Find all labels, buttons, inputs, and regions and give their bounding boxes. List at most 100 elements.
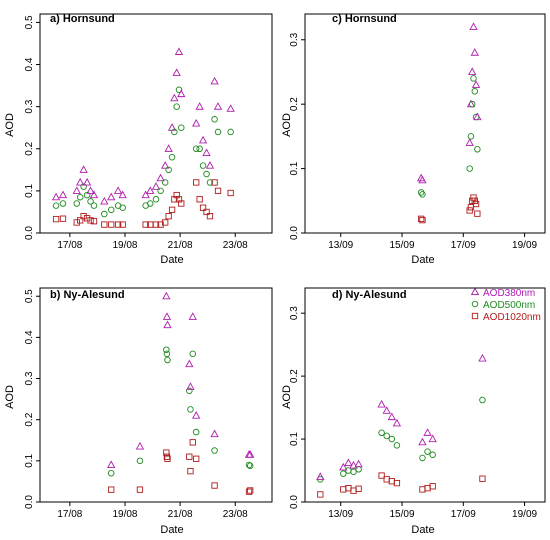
- point-aod380: [113, 186, 123, 194]
- point-aod500: [424, 448, 431, 455]
- point-aod1020: [419, 486, 426, 493]
- point-aod380: [354, 459, 363, 468]
- point-aod1020: [470, 194, 477, 201]
- point-aod500: [467, 133, 475, 140]
- point-aod500: [468, 100, 476, 108]
- point-aod500: [83, 191, 91, 199]
- y-tick-label: 0.5: [24, 15, 35, 29]
- point-aod500: [186, 387, 193, 395]
- point-aod1020: [424, 485, 431, 492]
- point-aod1020: [193, 179, 200, 186]
- point-aod1020: [340, 486, 347, 493]
- point-aod380: [468, 67, 477, 76]
- point-aod380: [387, 412, 396, 421]
- point-aod380: [170, 93, 179, 102]
- point-aod500: [76, 193, 84, 201]
- point-aod1020: [466, 207, 473, 214]
- x-tick-label: 17/08: [57, 240, 82, 251]
- x-tick-label: 17/09: [451, 509, 476, 520]
- x-tick-label: 21/08: [168, 240, 193, 251]
- point-aod380: [100, 196, 109, 205]
- legend-symbol-aod380: [470, 287, 480, 296]
- point-aod380: [82, 177, 92, 186]
- x-tick-label: 21/08: [168, 509, 193, 520]
- point-aod380: [210, 429, 219, 438]
- point-aod380: [185, 359, 194, 368]
- y-tick-label: 0.0: [289, 495, 300, 509]
- point-aod1020: [474, 210, 481, 217]
- panel-c-ylabel: AOD: [281, 113, 293, 137]
- point-aod380: [210, 76, 219, 85]
- point-aod1020: [77, 217, 84, 224]
- point-aod1020: [83, 215, 91, 222]
- y-tick-label: 0.3: [289, 306, 300, 320]
- point-aod500: [152, 196, 160, 203]
- point-aod380: [198, 135, 208, 144]
- plot-frame: [39, 13, 273, 234]
- panel-c-xlabel: Date: [411, 254, 434, 266]
- point-aod1020: [59, 215, 67, 222]
- x-tick-label: 15/09: [390, 509, 415, 520]
- point-aod1020: [206, 213, 214, 220]
- point-aod1020: [186, 453, 193, 460]
- point-aod1020: [162, 219, 169, 226]
- y-tick-label: 0.0: [289, 226, 300, 240]
- point-aod1020: [317, 491, 324, 498]
- point-aod500: [340, 470, 347, 477]
- point-aod1020: [108, 486, 115, 493]
- y-tick-label: 0.2: [24, 141, 35, 155]
- point-aod380: [135, 441, 145, 450]
- point-aod1020: [214, 187, 222, 195]
- point-aod1020: [90, 218, 98, 225]
- panel-a-xlabel: Date: [160, 254, 183, 266]
- point-aod380: [86, 186, 95, 194]
- y-tick-label: 0.2: [289, 97, 300, 111]
- point-aod500: [59, 200, 67, 207]
- legend-label-aod380: AOD380nm: [483, 288, 535, 299]
- point-aod500: [107, 469, 115, 477]
- point-aod380: [174, 47, 184, 55]
- x-tick-label: 15/09: [390, 240, 415, 251]
- point-aod380: [418, 437, 427, 446]
- point-aod1020: [196, 196, 203, 203]
- x-tick-label: 19/09: [512, 240, 537, 251]
- legend-label-aod1020: AOD1020nm: [483, 312, 541, 323]
- point-aod500: [196, 145, 203, 153]
- point-aod380: [161, 161, 170, 169]
- point-aod380: [418, 175, 427, 184]
- x-tick-label: 19/08: [112, 240, 137, 251]
- panel-c-title: c) Hornsund: [332, 13, 397, 25]
- point-aod380: [428, 434, 437, 443]
- point-aod1020: [378, 472, 385, 479]
- point-aod380: [58, 190, 68, 199]
- point-aod380: [226, 104, 235, 112]
- point-aod1020: [73, 219, 80, 226]
- y-tick-label: 0.0: [24, 226, 35, 240]
- point-aod500: [246, 462, 254, 470]
- y-tick-label: 0.1: [289, 432, 300, 446]
- x-tick-label: 13/09: [328, 509, 353, 520]
- point-aod500: [87, 198, 94, 205]
- point-aod1020: [350, 487, 357, 494]
- point-aod500: [388, 435, 396, 443]
- legend-symbol-aod500: [471, 300, 479, 308]
- point-aod1020: [418, 215, 425, 222]
- point-aod500: [245, 461, 253, 469]
- point-aod380: [349, 460, 358, 469]
- point-aod1020: [80, 213, 87, 220]
- point-aod1020: [388, 478, 395, 485]
- point-aod500: [168, 153, 176, 161]
- y-tick-label: 0.1: [24, 453, 35, 467]
- point-aod1020: [393, 479, 401, 487]
- point-aod380: [156, 173, 165, 182]
- point-aod1020: [164, 455, 171, 462]
- point-aod1020: [203, 208, 210, 216]
- y-tick-label: 0.0: [24, 495, 35, 509]
- point-aod1020: [467, 204, 475, 211]
- point-aod380: [162, 312, 172, 320]
- point-aod380: [72, 186, 81, 194]
- panel-c-hornsund: c) Hornsund Date AOD 13/09 15/09 17/09 19/0…: [281, 13, 546, 266]
- y-tick-label: 0.1: [24, 183, 35, 197]
- point-aod500: [147, 200, 154, 207]
- y-tick-label: 0.3: [24, 99, 35, 113]
